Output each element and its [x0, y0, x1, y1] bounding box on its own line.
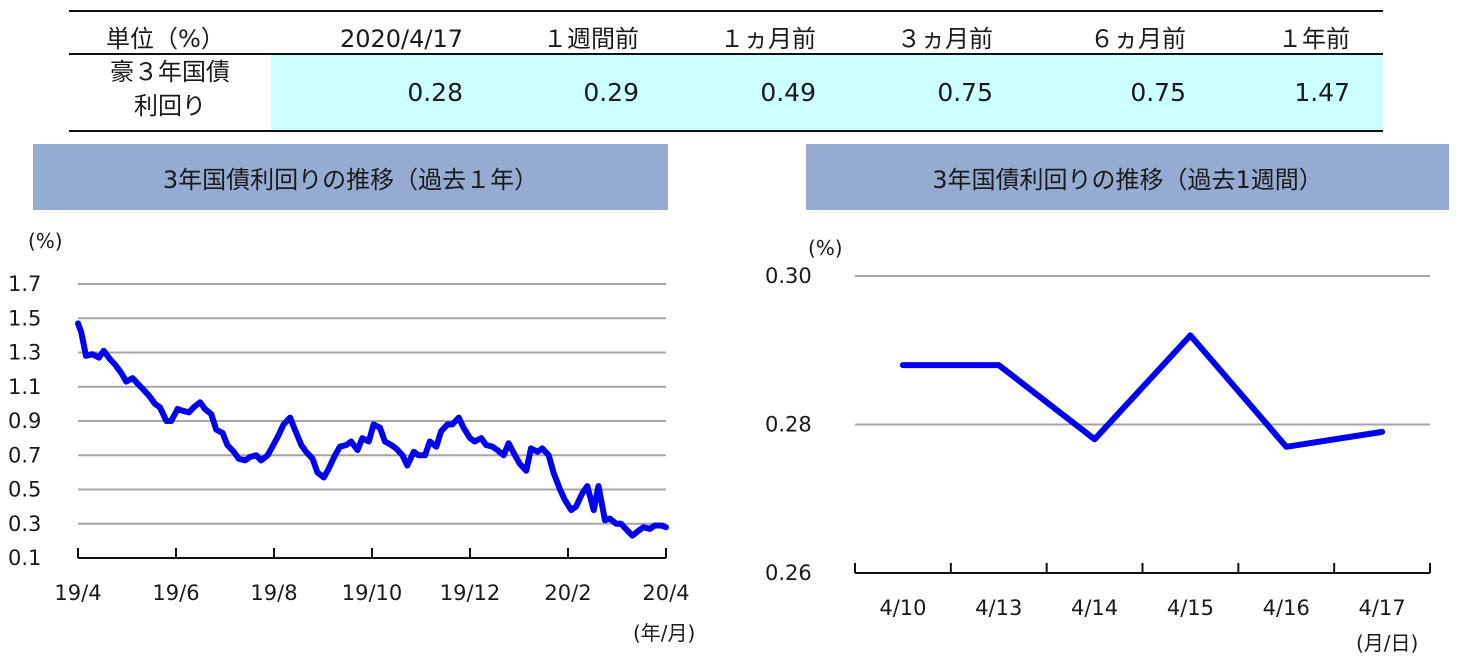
chart-2-x-tick-labels: 4/10 4/13 4/14 4/15 4/16 4/17: [879, 596, 1405, 620]
chart-1-x-tick-label: 20/4: [642, 581, 689, 605]
chart-1-y-tick-label: 1.5: [8, 306, 41, 330]
chart-1-x-tick-label: 19/4: [54, 581, 101, 605]
header-1-month: １ヵ月前: [720, 25, 816, 53]
chart-1-x-tick-label: 19/6: [152, 581, 199, 605]
chart-1-gridlines: [77, 283, 667, 559]
chart-2-gridlines: [854, 275, 1431, 574]
chart-1-x-tick-label: 19/12: [440, 581, 501, 605]
chart-1-y-tick-label: 1.7: [8, 272, 41, 296]
chart-2-y-unit: (%): [808, 236, 843, 260]
chart-1-x-unit: (年/月): [633, 621, 695, 645]
row-label-line-1: 豪３年国債: [110, 58, 230, 86]
chart-2-one-week-yield: 0.26 0.28 0.30 4/10 4/13 4/14 4/15 4/16 4/17 (%…: [765, 236, 1431, 655]
chart-1-y-tick-label: 1.1: [8, 375, 41, 399]
chart-1-title: 3年国債利回りの推移（過去１年）: [162, 165, 539, 194]
chart-2-x-tick-label: 4/14: [1071, 596, 1118, 620]
values-row-highlight: [271, 55, 1383, 130]
chart-1-title-bar: 3年国債利回りの推移（過去１年）: [33, 144, 668, 210]
chart-2-series-line: [899, 332, 1386, 450]
chart-1-y-tick-label: 0.1: [8, 546, 41, 570]
header-1-week: １週間前: [543, 25, 639, 53]
chart-2-y-tick-label: 0.28: [765, 413, 812, 437]
chart-1-x-tick-labels: 19/4 19/6 19/8 19/10 19/12 20/2 20/4: [54, 581, 689, 605]
chart-2-x-unit: (月/日): [1356, 631, 1418, 655]
chart-2-title: 3年国債利回りの推移（過去1週間）: [932, 165, 1323, 194]
chart-1-y-tick-label: 0.9: [8, 409, 41, 433]
value-1-month: 0.49: [760, 78, 816, 107]
chart-1-x-tick-label: 20/2: [544, 581, 591, 605]
value-1-week: 0.29: [583, 78, 639, 107]
table-bottom-rule: [69, 130, 1383, 132]
table-header-rule: [69, 53, 1383, 55]
chart-1-y-tick-label: 0.7: [8, 443, 41, 467]
chart-2-y-tick-label: 0.26: [765, 561, 812, 585]
value-date: 0.28: [407, 78, 463, 107]
value-6-months: 0.75: [1130, 78, 1186, 107]
header-1-year: １年前: [1278, 25, 1350, 53]
value-3-months: 0.75: [937, 78, 993, 107]
chart-2-x-tick-label: 4/17: [1358, 596, 1405, 620]
chart-1-y-tick-labels: 0.1 0.3 0.5 0.7 0.9 1.1 1.3 1.5 1.7: [8, 272, 41, 570]
chart-1-series-line: [75, 320, 669, 539]
row-label: 豪３年国債 利回り: [69, 55, 271, 123]
chart-2-x-tick-label: 4/15: [1167, 596, 1214, 620]
chart-2-y-tick-labels: 0.26 0.28 0.30: [765, 264, 812, 585]
chart-2-title-bar: 3年国債利回りの推移（過去1週間）: [806, 144, 1449, 210]
chart-1-y-tick-label: 1.3: [8, 341, 41, 365]
header-date: 2020/4/17: [339, 25, 463, 53]
header-6-months: ６ヵ月前: [1090, 25, 1186, 53]
table-top-rule: [69, 10, 1383, 12]
row-label-line-2: 利回り: [134, 92, 206, 120]
chart-1-x-tick-label: 19/10: [342, 581, 403, 605]
chart-1-y-unit: (%): [28, 229, 63, 253]
value-1-year: 1.47: [1294, 78, 1350, 107]
chart-1-one-year-yield: 0.1 0.3 0.5 0.7 0.9 1.1 1.3 1.5 1.7 19/4 19/6 19/8…: [8, 229, 695, 645]
chart-1-y-tick-label: 0.5: [8, 478, 41, 502]
header-unit: 単位（%）: [106, 25, 225, 53]
chart-2-x-tick-label: 4/16: [1263, 596, 1310, 620]
chart-2-x-tick-label: 4/10: [879, 596, 926, 620]
chart-1-y-tick-label: 0.3: [8, 512, 41, 536]
header-3-months: ３ヵ月前: [897, 25, 993, 53]
chart-2-x-tick-label: 4/13: [975, 596, 1022, 620]
chart-1-x-tick-label: 19/8: [250, 581, 297, 605]
chart-2-y-tick-label: 0.30: [765, 264, 812, 288]
